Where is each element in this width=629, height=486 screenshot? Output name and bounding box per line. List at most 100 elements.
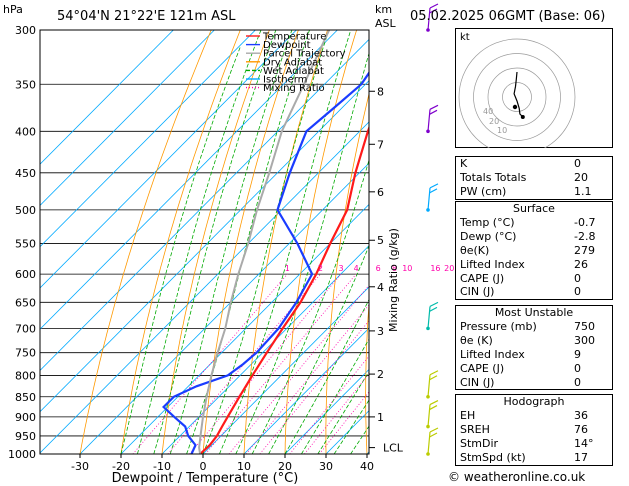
dry-adiabat-line (365, 298, 369, 454)
index-value: 0 (574, 157, 581, 170)
series-dewpoint (162, 71, 369, 454)
series-temperature (199, 125, 369, 454)
index-row: θe(K) 279 (456, 244, 612, 258)
p-unit-label: hPa (3, 3, 23, 16)
mixing-ratio-label: 20 (444, 264, 454, 273)
asl-unit-label: ASL (375, 17, 397, 30)
index-value: 9 (574, 347, 581, 361)
index-label: θe(K) (460, 243, 490, 257)
dry-adiabat-line (120, 30, 241, 454)
wet-adiabat-line (153, 30, 277, 454)
dry-adiabat-line (243, 30, 328, 454)
dry-adiabat-line (613, 30, 629, 454)
index-table-surface: Surface Temp (°C) -0.7 Dewp (°C) -2.8 θe(K) 2… (455, 201, 613, 301)
index-label: StmDir (460, 436, 499, 450)
index-table-most-unstable: Most Unstable Pressure (mb) 750 θe (K) 300 L… (455, 305, 613, 391)
x-axis-label: Dewpoint / Temperature (°C) (112, 471, 299, 486)
index-row: Pressure (mb) 750 (456, 320, 612, 334)
hodograph-ring-label: 20 (489, 117, 499, 126)
pressure-tick-label: 800 (15, 369, 36, 382)
index-table-hodograph: Hodograph EH 36 SREH 76 StmDir 14° StmSpd (kt)… (455, 394, 613, 466)
index-row: StmDir 14° (456, 437, 612, 451)
wet-adiabat-line (317, 370, 369, 454)
x-tick-label: 10 (237, 460, 251, 473)
plot-frame (39, 29, 370, 455)
index-label: StmSpd (kt) (460, 450, 526, 464)
series-parcel-trajectory (198, 30, 331, 454)
mixing-ratio-line (132, 273, 288, 454)
index-row: Lifted Index 9 (456, 348, 612, 362)
isotherm-line (40, 30, 174, 165)
isotherm-line (40, 30, 256, 248)
index-row: Totals Totals 20 (456, 171, 612, 185)
index-value: -0.7 (574, 216, 596, 229)
legend-item: Isotherm (263, 75, 307, 86)
isotherm-line (40, 30, 297, 289)
hodograph-ring (487, 67, 547, 127)
wind-barb (426, 301, 439, 331)
mixing-ratio-label: 4 (354, 264, 359, 273)
pressure-tick-label: 350 (15, 78, 36, 91)
mixing-ratio-label: 10 (402, 264, 412, 273)
km-tick-label: 6 (377, 186, 384, 199)
pressure-tick-label: 900 (15, 411, 36, 424)
km-tick-label: LCL (383, 442, 404, 455)
pressure-tick-label: 700 (15, 322, 36, 335)
wet-adiabat-line (186, 30, 310, 454)
hodograph-ring (502, 82, 532, 112)
wind-barb (426, 370, 439, 399)
pressure-tick-label: 400 (15, 125, 36, 138)
mixing-ratio-label: 16 (430, 264, 440, 273)
pressure-tick-label: 450 (15, 167, 36, 180)
x-tick-label: -10 (153, 460, 171, 473)
isotherm-line (40, 121, 369, 454)
wet-adiabat-line (169, 30, 293, 454)
index-row: Temp (°C) -0.7 (456, 216, 612, 230)
index-label: CIN (J) (460, 375, 495, 389)
isotherm-line (243, 327, 369, 454)
index-value: 1.1 (574, 184, 592, 198)
legend-item: Wet Adiabat (263, 66, 324, 77)
index-row: Dewp (°C) -2.8 (456, 230, 612, 244)
index-value: 750 (574, 320, 595, 333)
wet-adiabat-line (251, 158, 369, 454)
index-row: SREH 76 (456, 423, 612, 437)
pressure-tick-label: 650 (15, 296, 36, 309)
x-tick-label: -30 (71, 460, 89, 473)
legend-item: Mixing Ratio (263, 83, 325, 94)
index-label: CAPE (J) (460, 271, 505, 285)
km-tick-label: 2 (377, 368, 384, 381)
index-label: K (460, 157, 468, 170)
km-tick-label: 4 (377, 281, 384, 294)
index-value: 0 (574, 375, 581, 389)
wet-adiabat-line (137, 30, 262, 454)
isotherm-line (202, 286, 369, 454)
pressure-tick-label: 950 (15, 430, 36, 443)
km-tick-label: 5 (377, 234, 384, 247)
legend-item: Parcel Trajectory (263, 49, 346, 60)
index-row: CAPE (J) 0 (456, 272, 612, 286)
index-row: Lifted Index 26 (456, 258, 612, 272)
legend-item: Temperature (262, 32, 326, 43)
legend-item: Dewpoint (263, 40, 311, 51)
index-label: Totals Totals (460, 170, 527, 184)
pressure-tick-label: 500 (15, 204, 36, 217)
index-value: 0 (574, 361, 581, 375)
x-tick-label: 30 (319, 460, 333, 473)
header-left-title: 54°04'N 21°22'E 121m ASL (57, 9, 236, 24)
km-unit-label: km (375, 3, 392, 16)
index-row: CIN (J) 0 (456, 285, 612, 299)
index-label: Pressure (mb) (460, 320, 537, 333)
index-row: EH 36 (456, 409, 612, 423)
index-label: Lifted Index (460, 347, 525, 361)
hodograph-ring-label: 40 (483, 107, 493, 116)
legend-item: Dry Adiabat (263, 57, 322, 68)
index-value: 300 (574, 333, 595, 347)
hodograph-end-point (520, 114, 525, 119)
copyright: © weatheronline.co.uk (448, 470, 586, 484)
index-label: Dewp (°C) (460, 229, 517, 243)
x-tick-label: 40 (360, 460, 374, 473)
index-value: 0 (574, 271, 581, 285)
x-tick-label: 20 (278, 460, 292, 473)
